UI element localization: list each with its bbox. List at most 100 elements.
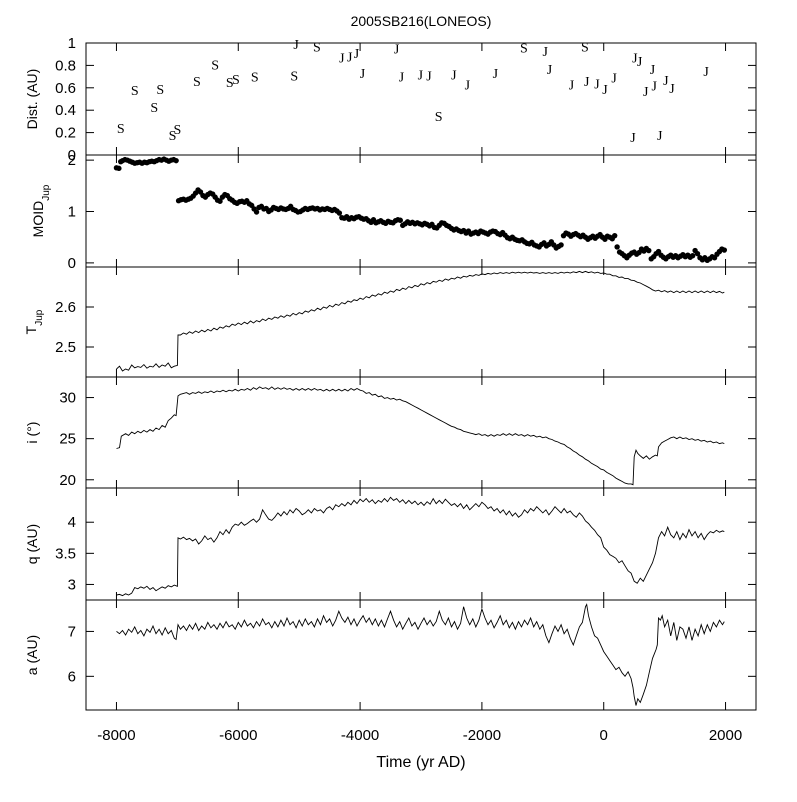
encounter-S-marker: S — [211, 58, 219, 73]
encounter-J-marker: J — [637, 55, 643, 70]
encounter-J-marker: J — [547, 63, 553, 78]
encounter-J-marker: J — [451, 68, 457, 83]
y-axis-label-a: a (AU) — [24, 635, 40, 675]
y-axis-label-tjup: TJup — [23, 309, 45, 334]
y-tick-label-a: 6 — [68, 668, 76, 685]
encounter-J-marker: J — [347, 50, 353, 65]
encounter-J-marker: J — [630, 131, 636, 146]
encounter-J-marker: J — [669, 82, 675, 97]
moid-point — [646, 247, 652, 254]
panel-frame-dist — [85, 42, 757, 156]
encounter-J-marker: J — [611, 72, 617, 87]
encounter-J-marker: J — [493, 67, 499, 82]
x-axis-label: Time (yr AD) — [376, 754, 465, 771]
y-tick-label-dist: 0.8 — [55, 57, 76, 74]
encounter-S-marker: S — [313, 40, 321, 55]
encounter-J-marker: J — [643, 85, 649, 100]
moid-point — [397, 217, 403, 223]
moid-point — [217, 198, 223, 204]
encounter-S-marker: S — [169, 129, 177, 144]
x-tick-label: -6000 — [219, 727, 257, 744]
x-tick-label: -8000 — [97, 727, 135, 744]
chart-title: 2005SB216(LONEOS) — [351, 13, 492, 29]
panel-frame-a — [85, 599, 757, 711]
encounter-S-marker: S — [150, 101, 158, 116]
encounter-J-marker: J — [663, 74, 669, 89]
encounter-J-marker: J — [418, 68, 424, 83]
y-tick-label-moid: 2 — [68, 152, 76, 169]
encounter-J-marker: J — [394, 43, 400, 58]
y-tick-label-dist: 0.6 — [55, 80, 76, 97]
encounter-J-marker: J — [354, 47, 360, 62]
panel-frame-moid — [85, 154, 757, 268]
y-tick-label-dist: 0.2 — [55, 125, 76, 142]
y-axis-label-subscript-tjup: Jup — [34, 309, 45, 326]
x-tick-label: 2000 — [709, 727, 742, 744]
y-tick-label-tjup: 2.6 — [55, 299, 76, 316]
y-tick-label-a: 7 — [68, 623, 76, 640]
y-tick-label-moid: 1 — [68, 204, 76, 221]
y-axis-label-moid: MOIDJup — [30, 184, 52, 237]
y-tick-label-dist: 0 — [68, 147, 76, 164]
encounter-S-marker: S — [193, 75, 201, 90]
series-line-incl — [116, 386, 725, 486]
encounter-S-marker: S — [520, 41, 528, 56]
encounter-J-marker: J — [657, 129, 663, 144]
moid-point — [116, 165, 122, 172]
series-line-a — [116, 603, 725, 706]
encounter-J-marker: J — [465, 78, 471, 93]
encounter-S-marker: S — [290, 69, 298, 84]
y-axis-label-dist: Dist. (AU) — [24, 69, 40, 130]
moid-point — [611, 232, 618, 239]
encounter-J-marker: J — [543, 45, 549, 60]
y-tick-label-q: 3 — [68, 576, 76, 593]
moid-point — [721, 247, 728, 253]
panel-frame-incl — [85, 376, 757, 489]
encounter-J-marker: J — [650, 63, 656, 78]
y-tick-label-incl: 25 — [59, 431, 76, 448]
y-tick-label-incl: 20 — [59, 472, 76, 489]
moid-point — [614, 244, 620, 250]
encounter-S-marker: S — [232, 73, 240, 88]
encounter-S-marker: S — [117, 122, 125, 137]
y-axis-label-subscript-moid: Jup — [41, 184, 52, 201]
moid-point — [336, 210, 343, 216]
encounter-J-marker: J — [360, 67, 366, 82]
moid-point — [173, 157, 179, 164]
y-tick-label-dist: 0.4 — [55, 102, 76, 119]
encounter-J-marker: J — [703, 65, 709, 80]
encounter-S-marker: S — [581, 40, 589, 55]
panel-frame-q — [85, 487, 757, 601]
y-tick-label-tjup: 2.5 — [55, 339, 76, 356]
encounter-S-marker: S — [156, 83, 164, 98]
moid-point — [558, 242, 564, 248]
encounter-J-marker: J — [594, 77, 600, 92]
encounter-S-marker: S — [251, 71, 259, 86]
encounter-J-marker: J — [652, 80, 658, 95]
encounter-S-marker: S — [226, 76, 234, 91]
moid-point — [689, 252, 696, 259]
x-tick-label: -4000 — [341, 727, 379, 744]
moid-point — [694, 250, 701, 257]
encounter-J-marker: J — [584, 75, 590, 90]
encounter-S-marker: S — [131, 84, 139, 99]
encounter-J-marker: J — [602, 83, 608, 98]
moid-point — [253, 209, 260, 215]
encounter-S-marker: S — [173, 123, 181, 138]
series-line-q — [116, 496, 725, 597]
encounter-J-marker: J — [426, 69, 432, 84]
y-tick-label-moid: 0 — [68, 255, 76, 272]
series-line-tjup — [116, 270, 725, 372]
y-tick-label-incl: 30 — [59, 390, 76, 407]
y-tick-label-q: 4 — [68, 514, 76, 531]
y-tick-label-q: 3.5 — [55, 545, 76, 562]
encounter-S-marker: S — [435, 110, 443, 125]
encounter-J-marker: J — [293, 38, 299, 53]
x-tick-label: -2000 — [463, 727, 501, 744]
y-axis-label-incl: i (°) — [24, 422, 40, 444]
encounter-J-marker: J — [632, 52, 638, 67]
y-tick-label-dist: 1 — [68, 35, 76, 52]
encounter-J-marker: J — [339, 52, 345, 67]
